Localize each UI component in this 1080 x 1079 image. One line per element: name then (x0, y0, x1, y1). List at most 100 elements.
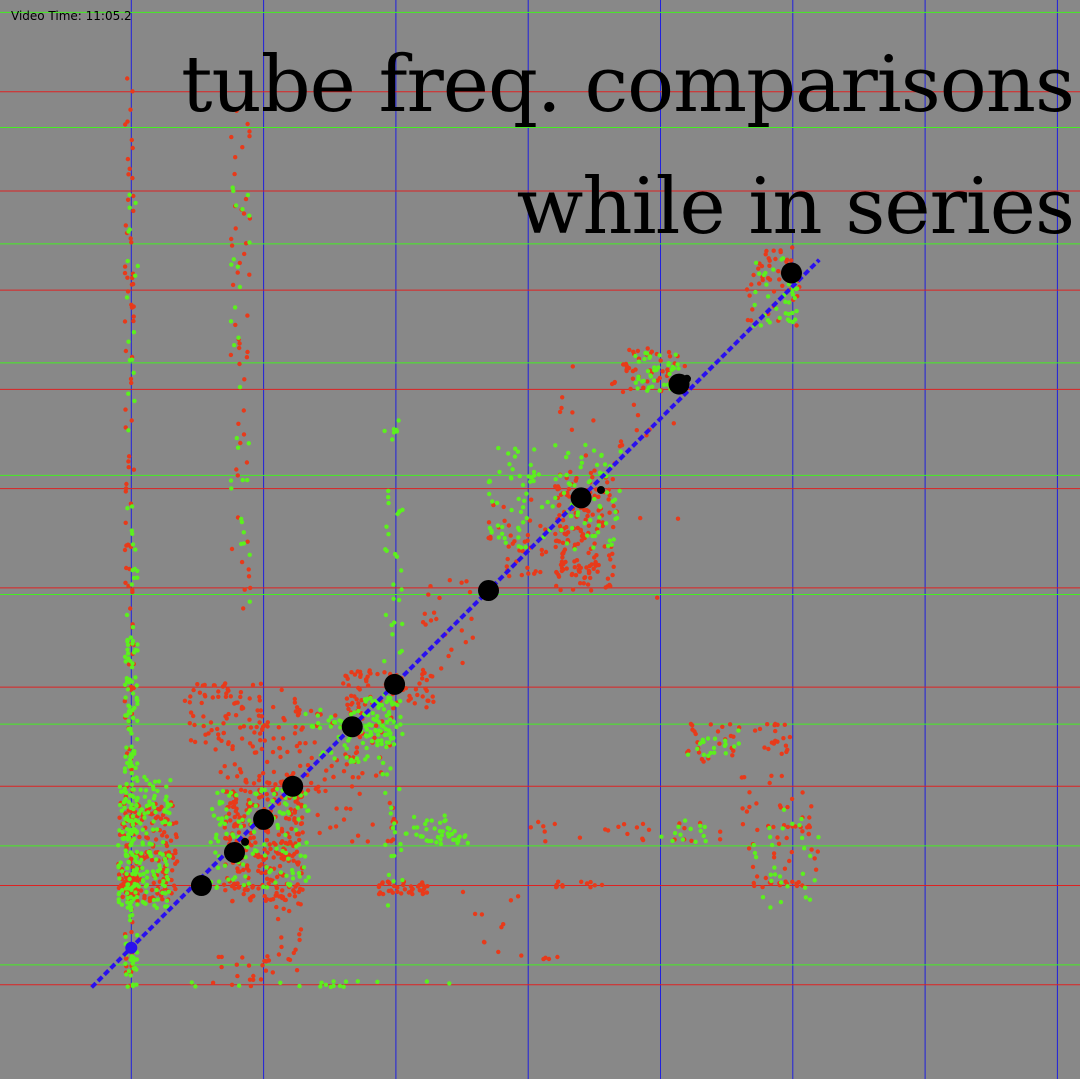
green-data-point (126, 832, 131, 837)
green-data-point (133, 872, 138, 877)
red-data-point (809, 847, 814, 852)
green-data-point (310, 724, 316, 729)
red-data-point (122, 270, 128, 276)
red-data-point (236, 421, 241, 426)
green-data-point (213, 850, 218, 855)
green-data-point (606, 543, 611, 549)
red-data-point (328, 825, 333, 830)
red-data-point (263, 968, 269, 973)
green-data-point (135, 575, 140, 580)
red-data-point (568, 469, 573, 475)
red-data-point (242, 887, 247, 893)
red-data-point (236, 884, 242, 890)
green-data-point (129, 528, 134, 533)
green-data-point (118, 860, 123, 865)
green-data-point (209, 806, 215, 812)
green-data-point (274, 846, 279, 851)
red-data-point (744, 287, 750, 292)
red-data-point (124, 481, 129, 487)
red-data-point (191, 713, 196, 719)
red-data-point (333, 824, 339, 829)
red-data-point (130, 89, 135, 94)
red-data-point (557, 502, 562, 507)
red-data-point (385, 838, 390, 844)
red-data-point (308, 708, 314, 714)
chart-title-line-2: while in series (516, 162, 1075, 252)
red-data-point (584, 565, 589, 570)
red-data-point (341, 817, 347, 822)
green-data-point (389, 853, 394, 859)
red-data-point (423, 686, 428, 691)
red-data-point (256, 886, 261, 891)
red-data-point (391, 816, 396, 822)
red-data-point (740, 822, 746, 827)
green-data-point (378, 728, 383, 734)
green-data-point (375, 714, 380, 719)
red-data-point (781, 736, 786, 741)
red-data-point (785, 804, 790, 810)
green-data-point (247, 599, 252, 604)
red-data-point (224, 691, 229, 696)
red-data-point (271, 704, 276, 710)
green-data-point (136, 811, 142, 816)
red-data-point (372, 735, 377, 741)
red-data-point (294, 743, 300, 749)
green-data-point (331, 983, 336, 989)
green-data-point (382, 428, 387, 434)
red-data-point (757, 261, 762, 266)
red-data-point (219, 954, 224, 960)
green-data-point (451, 837, 456, 842)
red-data-point (209, 728, 214, 733)
green-data-point (127, 876, 132, 882)
green-data-point (280, 848, 285, 854)
red-data-point (766, 256, 771, 261)
red-data-point (775, 722, 780, 727)
green-data-point (395, 702, 400, 708)
green-data-point (284, 873, 289, 878)
green-data-point (672, 830, 678, 836)
green-data-point (215, 865, 221, 870)
red-data-point (771, 824, 776, 830)
red-data-point (262, 847, 267, 852)
red-data-point (275, 851, 281, 856)
green-data-point (144, 875, 150, 880)
red-data-point (780, 283, 785, 288)
green-data-point (142, 815, 147, 820)
red-data-point (223, 888, 228, 893)
green-data-point (499, 531, 505, 536)
green-data-point (152, 903, 157, 908)
red-data-point (130, 587, 135, 593)
green-data-point (271, 791, 277, 797)
green-data-point (231, 834, 236, 839)
green-data-point (604, 490, 610, 495)
red-data-point (359, 698, 364, 703)
green-data-point (519, 545, 524, 550)
green-data-point (586, 479, 591, 485)
red-data-point (188, 710, 194, 715)
green-data-point (693, 839, 698, 844)
green-data-point (142, 811, 147, 816)
red-data-point (579, 538, 584, 543)
green-data-point (240, 477, 245, 483)
red-data-point (299, 821, 305, 826)
green-data-point (685, 752, 691, 757)
green-data-point (142, 794, 148, 799)
green-data-point (151, 872, 157, 878)
red-data-point (247, 272, 252, 277)
red-data-point (689, 838, 694, 843)
red-data-point (779, 751, 784, 756)
green-data-point (590, 533, 595, 539)
green-data-point (230, 185, 235, 190)
red-data-point (771, 248, 776, 253)
green-data-point (652, 368, 657, 373)
red-data-point (373, 773, 379, 778)
green-data-point (243, 874, 248, 879)
green-data-point (392, 830, 398, 835)
green-data-point (129, 679, 135, 684)
red-data-point (764, 248, 769, 254)
red-data-point (160, 833, 165, 838)
green-data-point (384, 548, 389, 553)
green-data-point (495, 523, 501, 528)
green-data-point (375, 739, 380, 744)
green-data-point (130, 531, 135, 536)
